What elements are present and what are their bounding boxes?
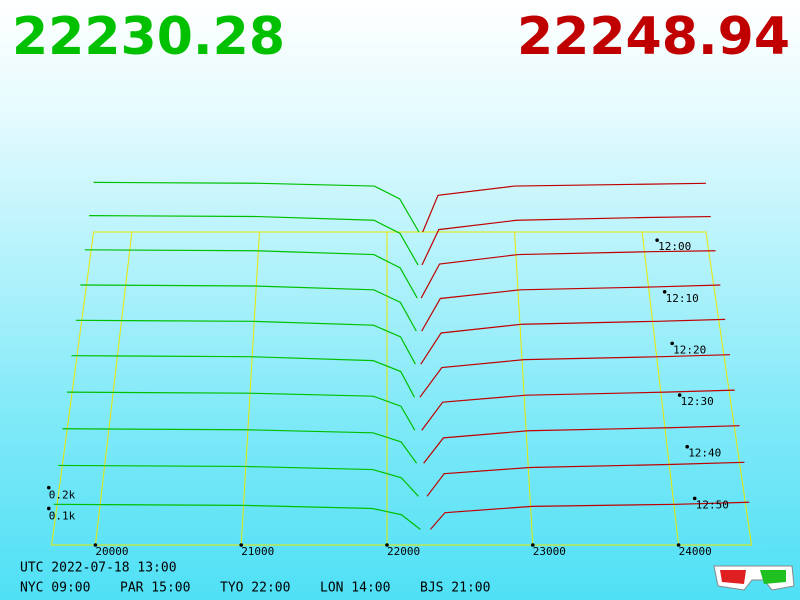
time-tick-label: 12:50 <box>696 498 729 511</box>
ask-depth-line <box>426 461 745 497</box>
tick-mark <box>385 543 389 547</box>
ask-depth-line <box>420 250 716 299</box>
z-tick-mark <box>46 485 51 490</box>
time-tick-mark <box>677 393 682 397</box>
grid-line <box>94 231 133 546</box>
city-time: TYO 22:00 <box>220 581 290 596</box>
ask-depth-line <box>419 354 731 398</box>
ask-depth-line <box>430 501 750 530</box>
time-tick-label: 12:20 <box>673 343 706 356</box>
ask-depth-line <box>421 389 735 431</box>
ask-depth-line <box>423 425 740 464</box>
x-tick-label: 22000 <box>387 545 420 558</box>
ask-depth-line <box>421 215 711 266</box>
bid-depth-line <box>62 428 418 464</box>
tick-mark <box>676 543 681 547</box>
tick-mark <box>239 543 243 547</box>
x-tick-label: 20000 <box>95 545 128 558</box>
x-tick-label: 23000 <box>533 545 566 558</box>
time-tick-mark <box>692 496 697 501</box>
bid-price: 22230.28 <box>12 7 285 67</box>
ask-depth-line <box>422 182 706 233</box>
z-tick-mark <box>46 506 51 511</box>
ask-price: 22248.94 <box>517 7 790 67</box>
time-tick-label: 12:00 <box>658 240 691 253</box>
bid-depth-line <box>53 503 421 530</box>
time-tick-mark <box>685 444 689 449</box>
bid-depth-line <box>93 181 420 233</box>
grid-line <box>641 231 680 546</box>
bid-depth-line <box>89 215 419 266</box>
bid-depth-line <box>71 355 415 398</box>
time-tick-mark <box>662 289 667 294</box>
z-tick-label: 0.2k <box>49 489 76 502</box>
city-time: LON 14:00 <box>320 581 390 596</box>
city-time: NYC 09:00 <box>20 581 90 596</box>
city-time: BJS 21:00 <box>420 581 490 596</box>
grid-line <box>240 231 260 546</box>
tick-mark <box>531 543 535 547</box>
tick-mark <box>93 543 98 547</box>
time-tick-mark <box>670 341 674 346</box>
bid-depth-line <box>84 249 418 299</box>
grid-line <box>514 231 534 546</box>
ask-depth-line <box>420 318 726 365</box>
bid-depth-line <box>67 391 416 431</box>
3d-glasses-icon[interactable] <box>713 565 795 591</box>
time-tick-mark <box>655 238 659 242</box>
time-tick-label: 12:10 <box>666 292 699 305</box>
x-tick-label: 24000 <box>679 545 712 558</box>
time-tick-label: 12:30 <box>681 395 714 408</box>
floor <box>51 231 753 546</box>
utc-time: UTC 2022-07-18 13:00 <box>20 561 177 576</box>
bid-depth-line <box>75 319 416 365</box>
city-time: PAR 15:00 <box>120 581 190 596</box>
z-tick-label: 0.1k <box>49 509 76 522</box>
bid-depth-line <box>58 464 419 497</box>
time-tick-label: 12:40 <box>688 447 721 460</box>
ask-depth-line <box>421 284 721 332</box>
bid-depth-line <box>80 284 417 332</box>
x-tick-label: 21000 <box>241 545 274 558</box>
